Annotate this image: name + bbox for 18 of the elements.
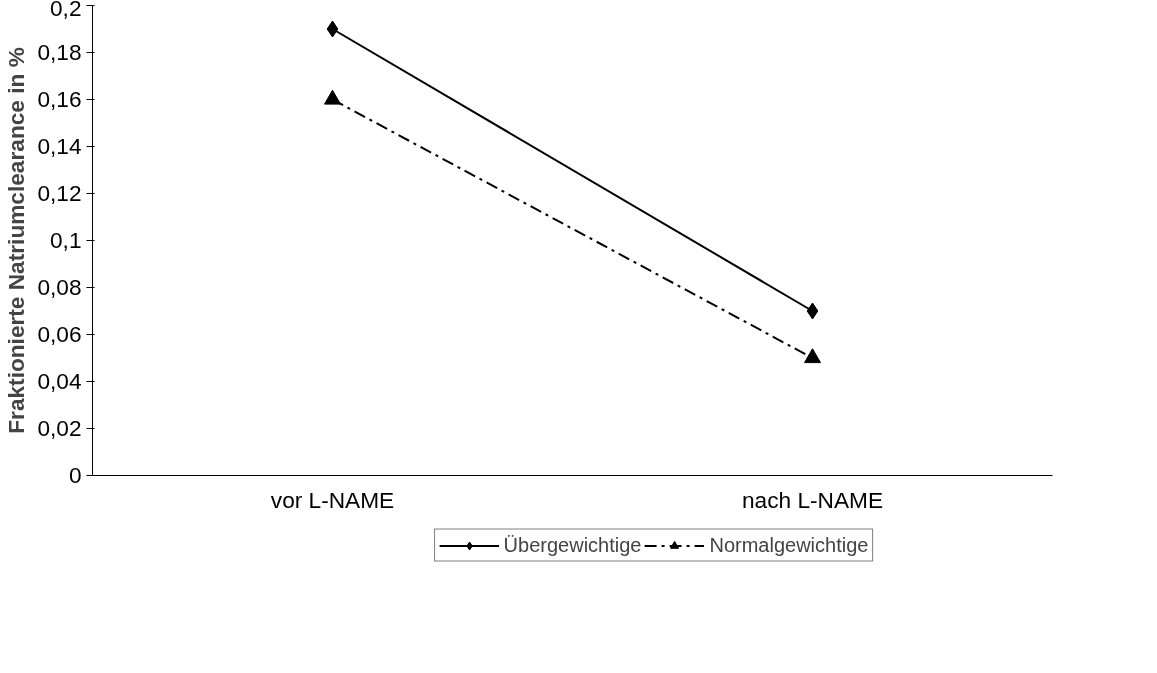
y-tick-label: 0,1 xyxy=(50,227,82,253)
y-tick-label: 0,14 xyxy=(37,133,82,159)
point xyxy=(806,302,819,320)
y-tick-label: 0,2 xyxy=(50,0,82,21)
y-tick-label: 0,04 xyxy=(37,368,82,394)
x-tick-label: vor L-NAME xyxy=(270,486,395,513)
y-tick-label: 0,18 xyxy=(37,39,82,65)
y-tick-label: 0,02 xyxy=(37,415,82,441)
y-tick-label: 0,06 xyxy=(37,321,82,347)
legend-label: Normalgewichtige xyxy=(709,533,869,557)
y-tick-label: 0,12 xyxy=(37,180,82,206)
legend-label: Übergewichtige xyxy=(503,533,642,557)
y-axis-title: Fraktionierte Natriumclearance in % xyxy=(3,47,30,434)
y-tick-label: 0,08 xyxy=(37,274,82,300)
point xyxy=(326,20,339,38)
x-tick-label: nach L-NAME xyxy=(741,486,884,513)
y-tick-label: 0,16 xyxy=(37,86,82,112)
y-tick-label: 0 xyxy=(68,462,82,488)
